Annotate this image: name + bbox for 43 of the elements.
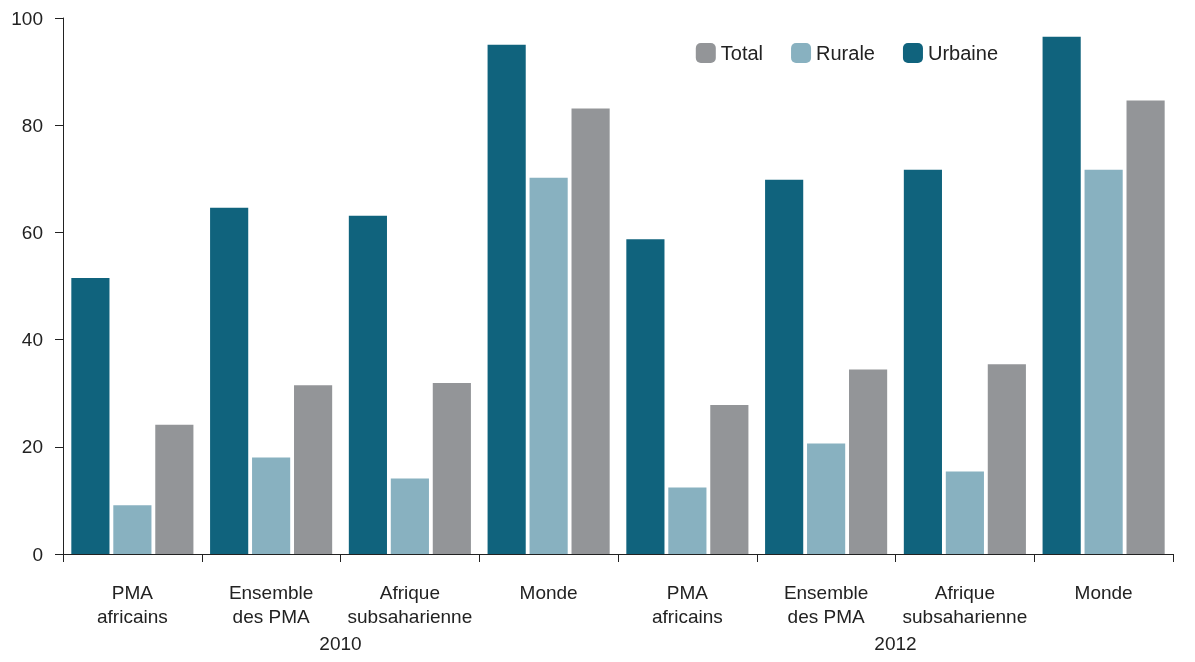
x-tick-label: Afrique subsaharienne (902, 581, 1028, 627)
bar (765, 179, 804, 554)
bar (1042, 36, 1081, 554)
bar (1084, 169, 1123, 554)
bar (487, 44, 526, 554)
x-tick-label: Ensemble des PMA (228, 581, 314, 627)
bar (113, 505, 152, 554)
bar (710, 404, 749, 554)
y-tick-label: 100 (11, 7, 43, 29)
bar (71, 277, 110, 554)
y-tick-label: 20 (21, 436, 43, 458)
legend-label: Urbaine (927, 42, 999, 64)
bar (571, 108, 610, 554)
bar (529, 177, 568, 554)
bar (432, 383, 471, 554)
bar (668, 487, 707, 554)
bar (294, 385, 333, 554)
text: 2012 (874, 633, 917, 654)
bar (1126, 100, 1165, 554)
x-tick-label: PMA africains (97, 581, 168, 627)
bar (155, 424, 194, 554)
y-tick-label: 80 (21, 114, 43, 136)
x-tick-label: Ensemble des PMA (783, 581, 869, 627)
bar (210, 207, 249, 554)
bar (348, 215, 387, 554)
y-tick-label: 60 (21, 221, 43, 243)
bar (390, 478, 429, 554)
x-tick-label: PMA africains (652, 581, 723, 627)
legend-label: Rurale (816, 42, 875, 64)
bar (252, 457, 291, 554)
legend-label: Total (720, 42, 764, 64)
bar (807, 443, 846, 554)
y-tick-label: 0 (32, 543, 43, 565)
bar (987, 364, 1026, 554)
bar (945, 471, 984, 554)
x-tick-label: Monde (1074, 581, 1133, 603)
text: 2010 (319, 633, 362, 654)
y-tick-label: 40 (21, 329, 43, 351)
bar (849, 369, 888, 554)
bar (626, 239, 665, 554)
x-tick-label: Monde (519, 581, 578, 603)
x-tick-label: Afrique subsaharienne (347, 581, 473, 627)
bar (903, 169, 942, 554)
